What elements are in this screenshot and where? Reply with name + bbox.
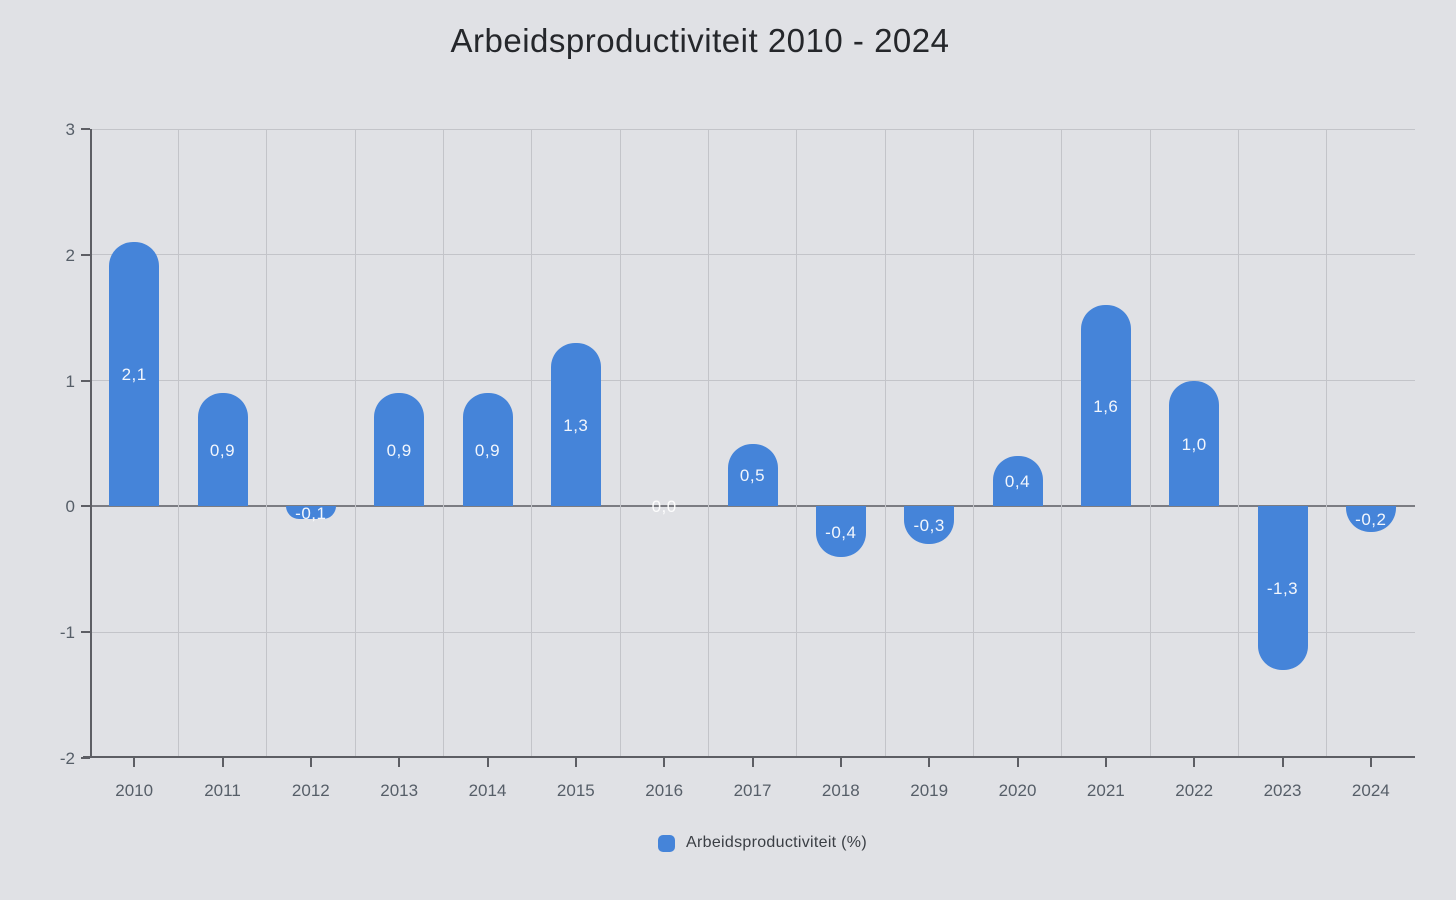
zero-line <box>90 505 1415 508</box>
bar-2023[interactable] <box>1257 506 1308 670</box>
bar-2014[interactable] <box>462 393 513 507</box>
bar-value-label: 1,0 <box>1181 434 1207 454</box>
v-gridline <box>1237 129 1239 758</box>
v-gridline <box>884 129 886 758</box>
x-axis-tick <box>1281 758 1284 767</box>
y-axis-tick <box>81 757 90 759</box>
x-axis-label: 2010 <box>115 781 154 800</box>
v-gridline <box>1149 129 1151 758</box>
bar-value-label: 0,9 <box>386 440 412 460</box>
x-axis-tick <box>133 758 136 767</box>
y-axis-tick <box>81 253 90 256</box>
bar-2012[interactable] <box>285 506 336 519</box>
bar-value-label: -0,4 <box>825 522 857 542</box>
x-axis-tick <box>221 758 224 767</box>
legend-swatch-icon <box>658 834 676 852</box>
y-axis-label: -1 <box>59 623 75 643</box>
x-axis-tick <box>398 758 401 767</box>
v-gridline <box>266 129 268 758</box>
x-axis-tick <box>751 758 754 767</box>
bar-value-label: 1,6 <box>1093 396 1119 416</box>
x-axis-label: 2013 <box>380 781 419 800</box>
v-gridline <box>354 129 356 758</box>
x-axis-tick <box>1104 758 1107 767</box>
y-axis-tick <box>81 505 90 508</box>
y-axis-label: 2 <box>65 245 75 265</box>
x-axis-line <box>83 756 1415 758</box>
x-axis-tick <box>1016 758 1019 767</box>
bar-2018[interactable] <box>815 506 866 557</box>
h-gridline <box>90 254 1415 256</box>
h-gridline <box>90 380 1415 382</box>
bar-2020[interactable] <box>992 456 1043 507</box>
x-axis-label: 2023 <box>1263 781 1302 800</box>
bar-2019[interactable] <box>904 506 955 545</box>
x-axis-label: 2016 <box>645 781 684 800</box>
v-gridline <box>707 129 709 758</box>
x-axis-tick <box>486 758 489 767</box>
legend[interactable]: Arbeidsproductiviteit (%) <box>0 834 1456 852</box>
bar-value-label: 1,3 <box>563 415 589 435</box>
bar-2011[interactable] <box>197 393 248 507</box>
y-axis-tick <box>81 128 90 130</box>
x-axis-label: 2015 <box>556 781 595 800</box>
bar-value-label: -0,1 <box>295 503 327 523</box>
bar-value-label: 0,0 <box>651 497 677 517</box>
y-axis-label: 3 <box>65 120 75 139</box>
bar-value-label: -0,3 <box>913 516 945 536</box>
bar-2015[interactable] <box>550 342 601 507</box>
bar-value-label: -1,3 <box>1266 579 1299 599</box>
x-axis-label: 2022 <box>1175 781 1214 800</box>
bar-value-label: 0,4 <box>1004 472 1031 492</box>
plot-area: 2,1 0,9 -0,1 0,9 0,9 1,3 0,0 0,5 -0,4 -0,3 0,4 1,6 1… <box>83 128 1415 758</box>
x-axis-tick <box>928 758 931 767</box>
bar-2021[interactable] <box>1080 305 1131 507</box>
y-axis-tick <box>81 631 90 634</box>
bar-value-label: -0,2 <box>1355 509 1387 529</box>
h-gridline <box>90 631 1415 633</box>
x-axis-label: 2012 <box>291 781 330 800</box>
x-axis-label: 2018 <box>821 781 860 800</box>
v-gridline <box>177 129 179 758</box>
v-gridline <box>442 129 444 758</box>
x-axis-label: 2017 <box>733 781 772 800</box>
y-axis-line <box>90 129 92 758</box>
bar-2022[interactable] <box>1169 380 1220 507</box>
x-axis-label: 2020 <box>998 781 1037 800</box>
h-gridline <box>90 128 1415 130</box>
chart-title: Arbeidsproductiviteit 2010 - 2024 <box>450 22 950 59</box>
bar-value-label: 0,9 <box>474 440 501 460</box>
y-axis-label: -2 <box>59 749 75 768</box>
y-axis-label: 1 <box>65 371 75 391</box>
x-axis-tick <box>574 758 577 767</box>
v-gridline <box>531 129 533 758</box>
v-gridline <box>972 129 974 758</box>
x-axis-tick <box>309 758 312 767</box>
x-axis-label: 2014 <box>468 781 507 800</box>
v-gridline <box>1061 129 1063 758</box>
x-axis-tick <box>1369 758 1372 767</box>
y-axis-tick <box>81 379 90 382</box>
bar-value-label: 0,5 <box>739 465 766 485</box>
bar-value-label: 2,1 <box>121 365 147 385</box>
bar-2010[interactable] <box>109 242 160 507</box>
x-axis-tick <box>1193 758 1196 767</box>
v-gridline <box>796 129 798 758</box>
bar-2017[interactable] <box>727 443 778 507</box>
v-gridline <box>619 129 621 758</box>
bar-2013[interactable] <box>374 393 425 507</box>
x-axis-label: 2019 <box>910 781 949 800</box>
y-axis-label: 0 <box>65 497 75 517</box>
v-gridline <box>1326 129 1328 758</box>
x-axis-tick <box>663 758 666 767</box>
x-axis-label: 2024 <box>1351 781 1390 800</box>
legend-label: Arbeidsproductiviteit (%) <box>686 834 867 851</box>
x-axis-tick <box>839 758 842 767</box>
x-axis-label: 2011 <box>204 781 241 800</box>
bar-value-label: 0,9 <box>209 440 236 460</box>
x-axis-label: 2021 <box>1086 781 1125 800</box>
